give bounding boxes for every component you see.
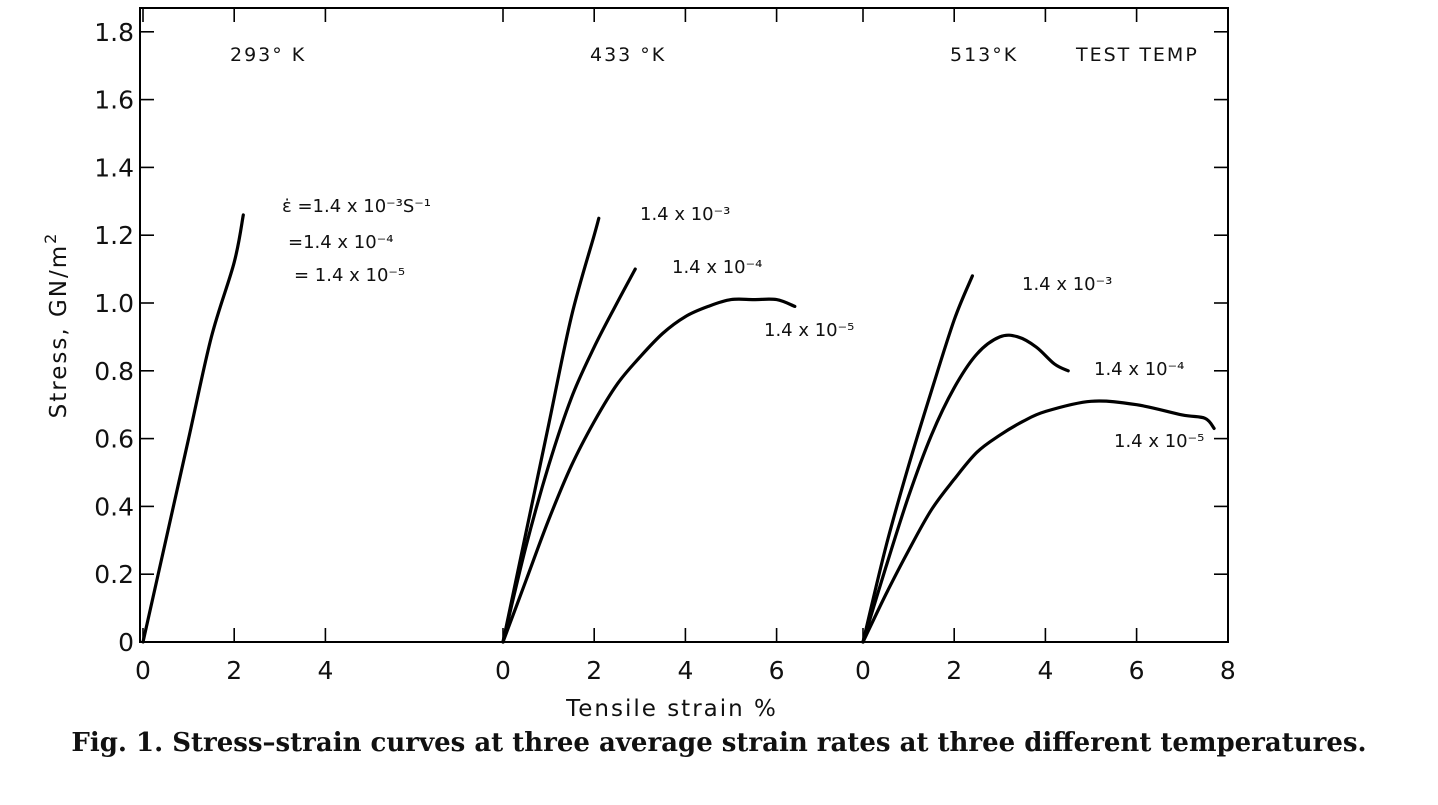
x-tick-label: 2 [586,656,602,685]
y-tick-label: 0 [118,628,134,657]
temperature-label: 293° K [230,44,306,66]
x-tick-label: 0 [495,656,511,685]
test-temp-label: TEST TEMP [1075,44,1199,66]
y-axis-title-superscript: 2 [41,232,60,244]
stress-strain-curve [501,297,797,644]
y-tick-label: 1.6 [94,86,134,115]
x-tick-label: 2 [946,656,962,685]
temperature-label: 513°K [950,44,1018,66]
x-tick-label: 0 [135,656,151,685]
plot-frame [139,7,1229,643]
x-tick-label: 4 [677,656,693,685]
figure-caption: Fig. 1. Stress–strain curves at three av… [71,728,1367,758]
series-label: 1.4 x 10⁻⁵ [764,320,854,341]
y-tick-label: 1.0 [94,289,134,318]
stress-strain-curve [861,399,1216,644]
x-tick-label: 2 [226,656,242,685]
stress-strain-curve [861,333,1070,644]
labels-layer: 0 0.2 0.4 0.6 0.8 1.0 1.2 1.4 1.6 1.8 0 2 4 0 2 4 6 0 2 4 6 8… [94,18,1236,685]
y-tick-label: 0.2 [94,560,134,589]
stress-strain-chart: 0 0.2 0.4 0.6 0.8 1.0 1.2 1.4 1.6 1.8 0 2 4 0 2 4 6 0 2 4 6 8… [41,7,1236,720]
x-axis-title: Tensile strain % [565,696,778,720]
y-tick-label: 1.4 [94,153,134,182]
x-tick-label: 6 [1129,656,1145,685]
y-tick-label: 0.4 [94,492,134,521]
stress-strain-curve [501,216,601,644]
series-label: 1.4 x 10⁻³ [1022,274,1112,295]
x-tick-label: 8 [1220,656,1236,685]
axis-ticks [140,8,1229,642]
stress-strain-curve [501,267,637,644]
stress-strain-curve [141,213,245,644]
x-tick-label: 4 [317,656,333,685]
y-tick-label: 0.8 [94,357,134,386]
x-tick-label: 4 [1037,656,1053,685]
y-axis-title-text: Stress, GN/m [46,244,72,419]
y-axis-title: Stress, GN/m2 [41,232,72,419]
strain-rate-label: ε̇ =1.4 x 10⁻³S⁻¹ [282,196,431,217]
series-label: 1.4 x 10⁻⁴ [672,257,762,278]
strain-rate-label: =1.4 x 10⁻⁴ [288,232,393,253]
series-label: 1.4 x 10⁻⁵ [1114,431,1204,452]
y-tick-label: 0.6 [94,425,134,454]
stress-strain-curve [861,274,974,644]
x-tick-label: 0 [855,656,871,685]
y-tick-label: 1.2 [94,221,134,250]
x-tick-label: 6 [769,656,785,685]
y-tick-label: 1.8 [94,18,134,47]
temperature-label: 433 °K [590,44,666,66]
strain-rate-label: = 1.4 x 10⁻⁵ [294,265,405,286]
curves-layer [141,213,1216,644]
series-label: 1.4 x 10⁻³ [640,204,730,225]
series-label: 1.4 x 10⁻⁴ [1094,359,1184,380]
